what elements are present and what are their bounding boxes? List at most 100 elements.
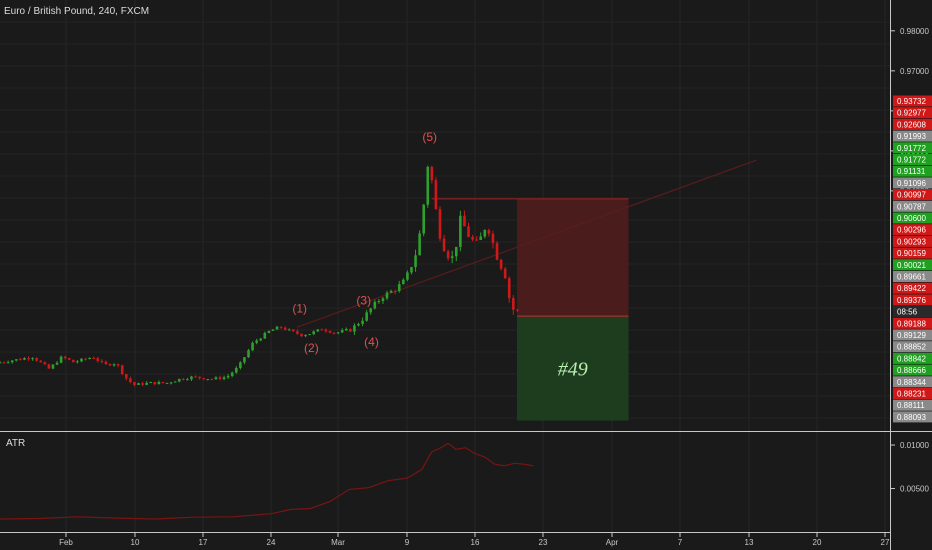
- candle-body: [100, 360, 104, 362]
- price-tag-label: 0.90021: [897, 261, 926, 270]
- candle-body: [47, 364, 51, 369]
- price-tag: [893, 376, 932, 388]
- time-axis[interactable]: Feb 10 17 24 Mar 9 16 23 Apr 7 13 20 27: [59, 532, 890, 547]
- candle-body: [430, 166, 434, 181]
- candle-body: [316, 329, 320, 332]
- candle-body: [157, 382, 161, 385]
- trade-zones: [431, 198, 629, 421]
- price-tag-label: 0.90787: [897, 202, 926, 211]
- price-tag-label: 0.89188: [897, 319, 926, 328]
- candle-body: [226, 375, 230, 378]
- candle-body: [283, 327, 287, 330]
- grid: [65, 0, 886, 532]
- candle-body: [336, 332, 340, 334]
- time-tick-label: 13: [745, 538, 754, 547]
- wave-labels: (1) (2) (3) (4) (5): [292, 130, 437, 355]
- candle-body: [397, 284, 401, 292]
- time-tick-label: 10: [131, 538, 140, 547]
- candle-body: [88, 357, 91, 359]
- candle-body: [165, 382, 169, 384]
- candle-body: [161, 382, 165, 384]
- candle-body: [214, 377, 218, 380]
- candle-body: [173, 381, 177, 383]
- price-tag: [893, 294, 932, 306]
- candle-body: [108, 364, 112, 366]
- candle-body: [35, 358, 38, 361]
- candle-body: [0, 362, 2, 364]
- candle-body: [51, 364, 55, 369]
- candle-body: [369, 308, 373, 313]
- candle-body: [483, 229, 487, 237]
- candle-body: [422, 204, 425, 234]
- price-tag-label: 0.89661: [897, 273, 926, 282]
- take-profit-zone: [517, 316, 629, 421]
- price-tag-label: 0.90997: [897, 191, 926, 200]
- candle-body: [312, 331, 315, 335]
- price-tag: [893, 259, 932, 271]
- wave-label: (5): [422, 130, 437, 144]
- candle-body: [385, 292, 389, 299]
- time-tick-label: 20: [813, 538, 822, 547]
- candle-body: [357, 323, 360, 326]
- candle-body: [80, 358, 83, 362]
- candle-body: [43, 362, 47, 365]
- candle-body: [124, 374, 128, 379]
- candle-body: [491, 233, 495, 244]
- candle-body: [23, 358, 26, 360]
- candle-body: [459, 215, 462, 247]
- candle-body: [10, 360, 14, 363]
- candle-body: [243, 357, 246, 363]
- candle-body: [320, 329, 324, 331]
- candle-body: [414, 255, 417, 268]
- time-tick-label: 27: [881, 538, 890, 547]
- candle-body: [112, 364, 116, 366]
- wave-label: (3): [356, 294, 371, 308]
- atr-line: [0, 442, 534, 520]
- time-tick-label: 24: [267, 538, 276, 547]
- candle-body: [393, 290, 397, 292]
- price-axis[interactable]: 0.980000.970000.960000.950000.940000.937…: [890, 27, 932, 494]
- candle-body: [72, 359, 75, 363]
- candle-body: [426, 166, 430, 205]
- price-tag: [893, 200, 932, 212]
- candle-body: [218, 377, 222, 380]
- candle-body: [67, 358, 71, 360]
- candle-body: [2, 362, 6, 364]
- candle-body: [438, 209, 442, 239]
- candle-body: [202, 378, 205, 380]
- price-tag-label: 0.91131: [897, 167, 926, 176]
- price-tag: [893, 341, 932, 353]
- candle-body: [279, 326, 283, 328]
- stop-loss-zone: [517, 198, 629, 317]
- price-tag-label: 0.91772: [897, 156, 926, 165]
- time-tick-label: 7: [678, 538, 683, 547]
- candle-body: [263, 332, 267, 339]
- candle-body: [377, 301, 381, 303]
- candle-body: [332, 332, 336, 334]
- candle-body: [169, 382, 173, 384]
- time-tick-label: 16: [471, 538, 480, 547]
- candle-body: [153, 382, 157, 385]
- price-tag: [893, 352, 932, 364]
- candle-body: [267, 330, 271, 333]
- candle-body: [373, 301, 377, 309]
- price-tag: [893, 388, 932, 399]
- candle-body: [446, 251, 450, 259]
- candle-body: [177, 378, 181, 382]
- candle-body: [19, 359, 22, 361]
- candle-body: [344, 329, 348, 331]
- candle-body: [487, 229, 491, 234]
- atr-tick-label: 0.00500: [900, 485, 929, 494]
- price-tag-label: 0.92977: [897, 109, 926, 118]
- candle-body: [516, 309, 519, 311]
- trade-number-label: #49: [558, 358, 588, 380]
- trend-line-segment: [296, 159, 757, 328]
- candle-body: [512, 298, 515, 310]
- candle-body: [361, 320, 364, 324]
- candle-body: [442, 238, 446, 252]
- price-tag: [893, 177, 932, 189]
- candle-body: [255, 340, 258, 343]
- price-tag-label: 0.88231: [897, 390, 926, 399]
